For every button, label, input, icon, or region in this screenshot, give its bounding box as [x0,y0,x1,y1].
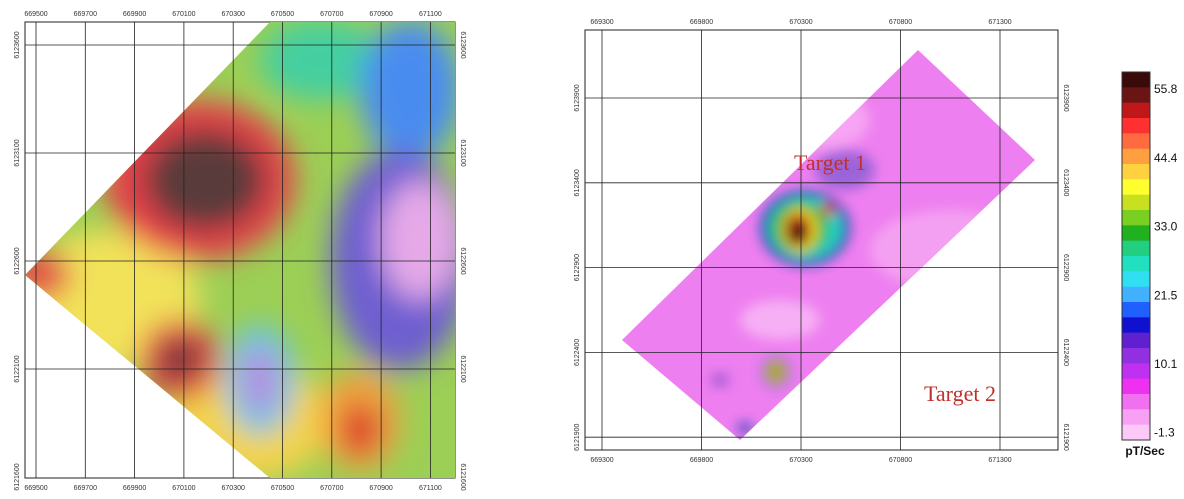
y-tick-label: 6123100 [14,139,21,166]
x-tick-label: 670800 [889,19,912,26]
y-tick-label: 6121900 [1062,424,1069,451]
colorbar-swatch [1122,394,1150,410]
colorbar-swatch [1122,133,1150,149]
y-tick-label: 6121600 [459,463,466,490]
colorbar-swatch [1122,103,1150,119]
target-label: Target 2 [924,381,996,406]
colorbar-swatch [1122,379,1150,395]
colorbar-swatch [1122,164,1150,180]
colorbar-swatch [1122,271,1150,287]
x-tick-label: 669700 [74,485,97,492]
y-tick-label: 6123100 [459,139,466,166]
x-tick-label: 671100 [419,485,442,492]
x-tick-label: 670500 [271,485,294,492]
colorbar-swatch [1122,425,1150,441]
x-tick-label: 671100 [419,11,442,18]
colorbar-unit: pT/Sec [1125,444,1165,458]
colorbar-swatch [1122,409,1150,425]
x-tick-label: 670300 [222,11,245,18]
colorbar-label: -1.3 [1154,426,1175,440]
x-tick-label: 670100 [172,11,195,18]
y-tick-label: 6121900 [574,423,581,450]
y-tick-label: 6122100 [459,355,466,382]
y-tick-label: 6122600 [459,247,466,274]
x-tick-label: 669900 [123,485,146,492]
y-tick-label: 6123600 [14,31,21,58]
target-label: Target 1 [794,150,866,175]
colorbar-label: 10.1 [1154,357,1178,371]
colorbar: 55.8 44.4 33.0 21.5 10.1 -1.3 [1122,72,1178,441]
x-tick-label: 670900 [369,11,392,18]
x-tick-label: 669800 [690,19,713,26]
x-tick-label: 670100 [172,485,195,492]
x-tick-label: 670500 [271,11,294,18]
x-tick-label: 669500 [24,485,47,492]
colorbar-swatch [1122,210,1150,226]
y-tick-label: 6122400 [1062,339,1069,366]
colorbar-swatch [1122,225,1150,241]
x-tick-label: 670300 [789,457,812,464]
x-tick-label: 671300 [988,457,1011,464]
y-tick-label: 6122600 [14,247,21,274]
x-tick-label: 670700 [320,11,343,18]
x-tick-label: 669800 [690,457,713,464]
colorbar-swatch [1122,72,1150,88]
x-tick-label: 670300 [789,19,812,26]
y-tick-label: 6123900 [574,84,581,111]
colorbar-label: 21.5 [1154,288,1178,302]
x-tick-label: 670300 [222,485,245,492]
x-tick-label: 670800 [889,457,912,464]
colorbar-swatch [1122,195,1150,211]
colorbar-swatch [1122,149,1150,165]
y-tick-label: 6122100 [14,355,21,382]
colorbar-swatch [1122,287,1150,303]
x-tick-label: 670700 [320,485,343,492]
y-tick-label: 6121600 [14,463,21,490]
colorbar-swatch [1122,302,1150,318]
y-tick-label: 6122900 [574,254,581,281]
y-tick-label: 6122900 [1062,254,1069,281]
page: 669500 669500 669700 669700 669900 669900 6701… [0,0,1184,499]
colorbar-label: 55.8 [1154,82,1178,96]
colorbar-swatch [1122,241,1150,257]
x-tick-label: 669700 [74,11,97,18]
x-tick-label: 671300 [988,19,1011,26]
x-tick-label: 669500 [24,11,47,18]
x-tick-label: 670900 [369,485,392,492]
y-tick-label: 6123400 [1062,169,1069,196]
x-tick-label: 669300 [590,457,613,464]
colorbar-label: 33.0 [1154,220,1178,234]
y-tick-label: 6123900 [1062,84,1069,111]
y-tick-label: 6123400 [574,169,581,196]
y-tick-label: 6122400 [574,339,581,366]
y-tick-label: 6123600 [459,31,466,58]
colorbar-swatch [1122,87,1150,103]
colorbar-swatch [1122,118,1150,134]
colorbar-label: 44.4 [1154,151,1178,165]
colorbar-swatch [1122,333,1150,349]
colorbar-swatch [1122,348,1150,364]
x-tick-label: 669300 [590,19,613,26]
colorbar-swatch [1122,256,1150,272]
colorbar-swatch [1122,179,1150,195]
x-tick-label: 669900 [123,11,146,18]
colorbar-swatch [1122,317,1150,333]
colorbar-swatch [1122,363,1150,379]
